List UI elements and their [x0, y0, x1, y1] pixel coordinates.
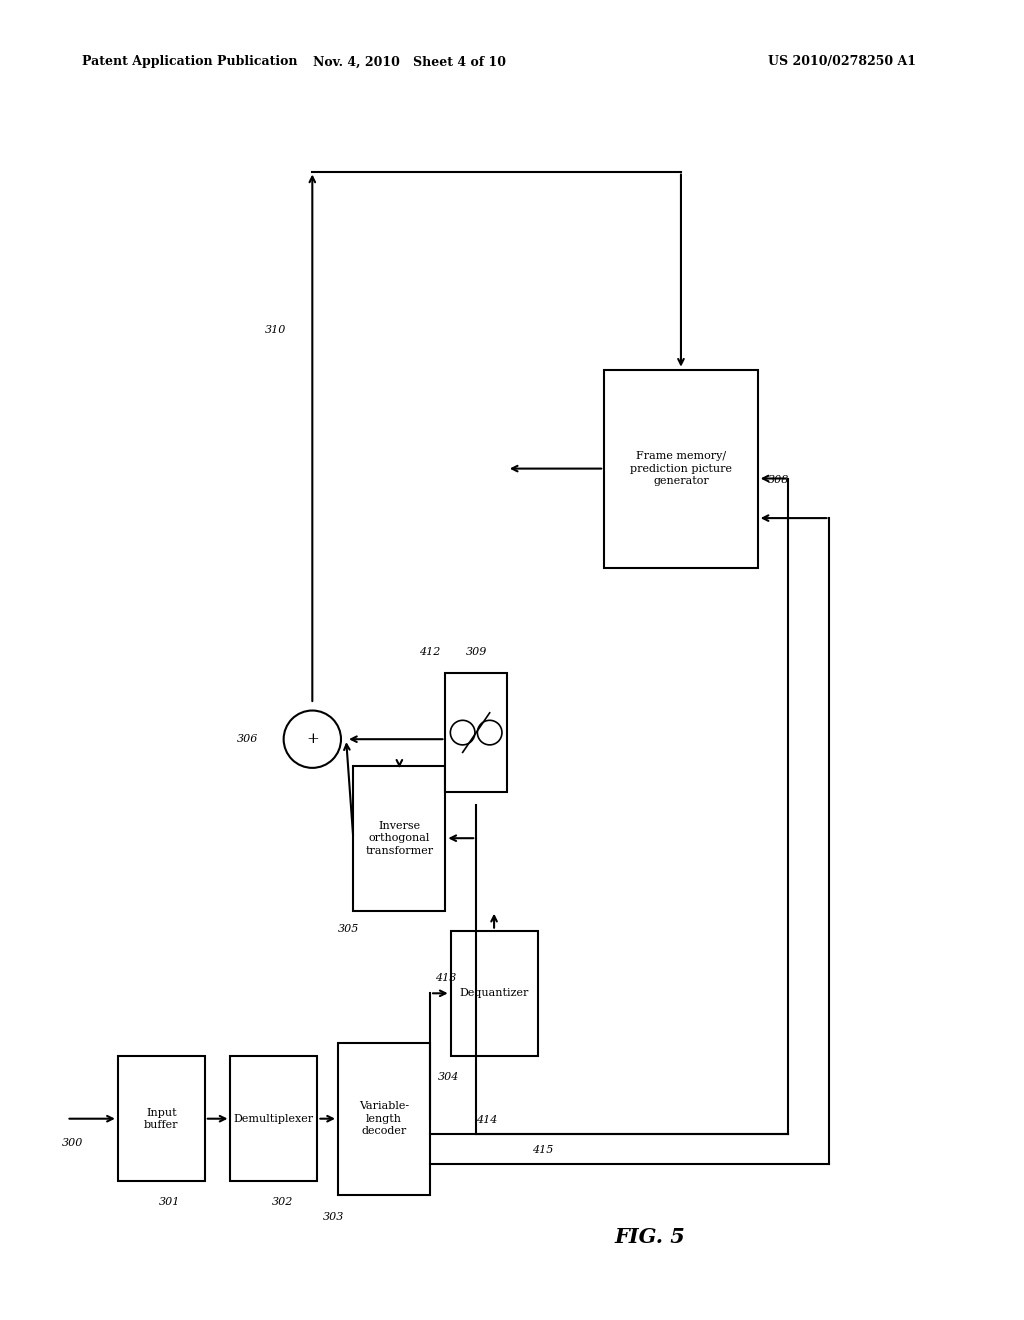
Text: Input
buffer: Input buffer: [144, 1107, 178, 1130]
Text: 300: 300: [61, 1138, 83, 1148]
Text: 412: 412: [419, 647, 440, 657]
Text: Variable-
length
decoder: Variable- length decoder: [359, 1101, 409, 1137]
Bar: [338, 1043, 430, 1195]
Text: Inverse
orthogonal
transformer: Inverse orthogonal transformer: [366, 821, 433, 855]
Text: US 2010/0278250 A1: US 2010/0278250 A1: [768, 55, 916, 69]
Bar: [604, 370, 758, 568]
Text: 303: 303: [323, 1212, 344, 1222]
Bar: [230, 1056, 317, 1181]
Text: 306: 306: [237, 734, 258, 744]
Text: 413: 413: [435, 973, 457, 982]
Text: 310: 310: [265, 325, 287, 335]
Text: FIG. 5: FIG. 5: [614, 1228, 685, 1247]
Text: 302: 302: [271, 1197, 293, 1208]
Text: 414: 414: [476, 1114, 498, 1125]
Bar: [451, 931, 538, 1056]
Text: 305: 305: [338, 924, 359, 935]
Text: 415: 415: [532, 1144, 554, 1155]
Bar: [118, 1056, 205, 1181]
Bar: [445, 673, 507, 792]
Text: Patent Application Publication: Patent Application Publication: [82, 55, 297, 69]
Text: 301: 301: [159, 1197, 180, 1208]
Text: 309: 309: [466, 647, 486, 657]
Text: +: +: [306, 733, 318, 746]
Text: Frame memory/
prediction picture
generator: Frame memory/ prediction picture generat…: [630, 451, 732, 486]
Text: Nov. 4, 2010   Sheet 4 of 10: Nov. 4, 2010 Sheet 4 of 10: [313, 55, 506, 69]
Text: 308: 308: [768, 475, 790, 486]
Text: Dequantizer: Dequantizer: [460, 989, 528, 998]
Text: 304: 304: [438, 1072, 460, 1082]
Text: Demultiplexer: Demultiplexer: [233, 1114, 314, 1123]
Bar: [353, 766, 445, 911]
